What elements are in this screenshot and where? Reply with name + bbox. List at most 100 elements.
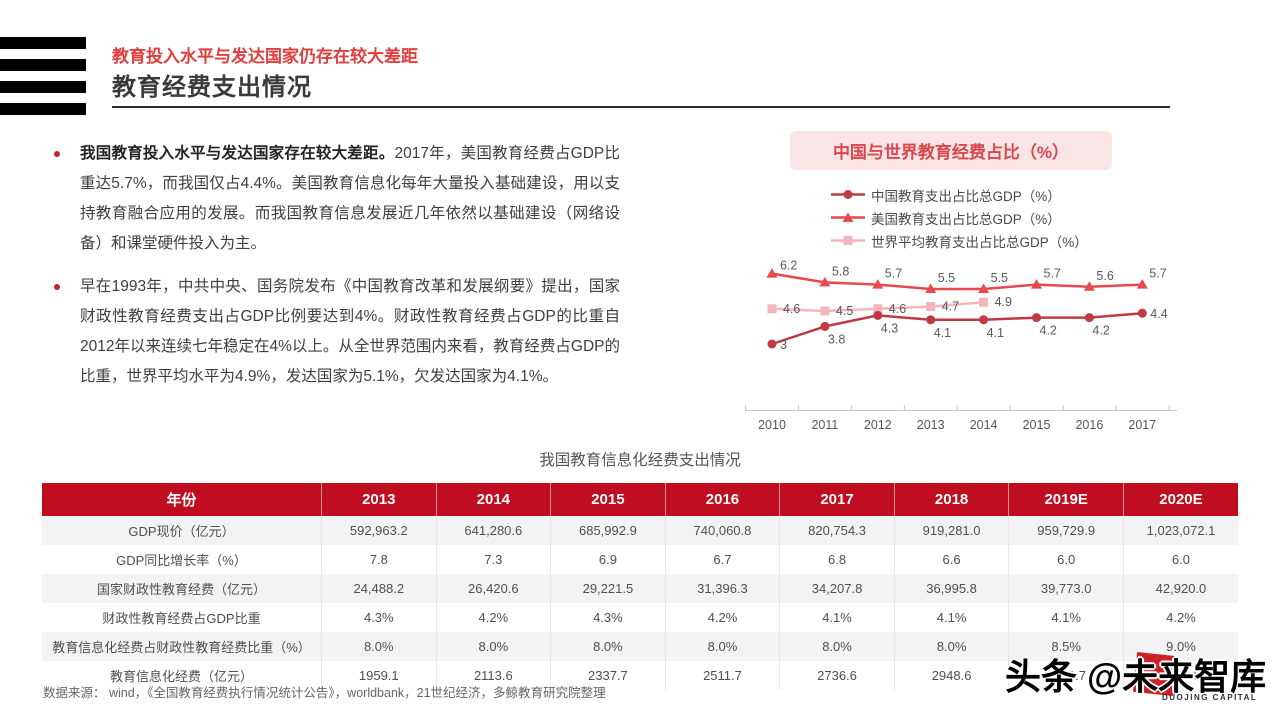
svg-text:4.3: 4.3 (881, 321, 898, 335)
table-cell: 1,023,072.1 (1146, 523, 1216, 538)
svg-text:4.2: 4.2 (1092, 324, 1109, 338)
table-cell: 919,281.0 (894, 516, 1010, 545)
svg-text:5.7: 5.7 (1149, 267, 1166, 281)
table-cell: 3380.7 (1008, 661, 1124, 690)
table-cell: 4.2% (1166, 610, 1196, 625)
table-cell: 4.3% (321, 603, 437, 632)
table-cell: 4.2% (665, 603, 781, 632)
bullet-item: 早在1993年，中共中央、国务院发布《中国教育改革和发展纲要》提出，国家财政性教… (44, 272, 620, 392)
svg-text:2010: 2010 (758, 418, 786, 432)
svg-text:5.7: 5.7 (1044, 267, 1061, 281)
bullet-text: 早在1993年，中共中央、国务院发布《中国教育改革和发展纲要》提出，国家财政性教… (80, 278, 620, 385)
row-label-cell: 财政性教育经费占GDP比重 (42, 603, 322, 632)
table-cell: 9.0% (1166, 639, 1196, 654)
svg-text:2014: 2014 (970, 418, 998, 432)
svg-text:3: 3 (780, 338, 787, 352)
table-row: GDP现价（亿元） 592,963.2 641,280.6 685,992.9 740,… (42, 516, 1238, 545)
watermark: 头条 @未来智库 DUOJING CAPITAL (1005, 648, 1280, 710)
page-title: 教育经费支出情况 (112, 74, 312, 101)
svg-text:3.8: 3.8 (828, 332, 845, 346)
bullet-list: 我国教育投入水平与发达国家存在较大差距。2017年，美国教育经费占GDP比重达5… (44, 139, 620, 405)
data-table: 年份 2013 2014 2015 2016 2017 2018 2019E 2020E GDP现… (42, 483, 1238, 690)
table-cell: 4.1% (894, 603, 1010, 632)
svg-text:2017: 2017 (1128, 418, 1156, 432)
svg-text:4.5: 4.5 (836, 304, 853, 318)
logo-bars (0, 37, 86, 125)
svg-text:2013: 2013 (917, 418, 945, 432)
table-cell: 39,773.0 (1008, 574, 1124, 603)
table-cell: 42,920.0 (1155, 581, 1207, 596)
svg-text:5.5: 5.5 (938, 271, 955, 285)
svg-text:4.2: 4.2 (1040, 324, 1057, 338)
svg-text:4.6: 4.6 (889, 302, 906, 316)
table-cell: 4.1% (1008, 603, 1124, 632)
table-cell: 8.0% (894, 632, 1010, 661)
svg-text:6.2: 6.2 (780, 259, 797, 273)
table-cell: 959,729.9 (1008, 516, 1124, 545)
table-header-cell: 年份 (42, 483, 322, 516)
table-cell: 36,995.8 (894, 574, 1010, 603)
logo-bar (0, 103, 86, 115)
bullet-item: 我国教育投入水平与发达国家存在较大差距。2017年，美国教育经费占GDP比重达5… (44, 139, 620, 259)
table-body: GDP现价（亿元） 592,963.2 641,280.6 685,992.9 740,… (42, 516, 1238, 690)
table-header-cell: 2014 (436, 483, 552, 516)
table-row: 国家财政性教育经费（亿元） 24,488.2 26,420.6 29,221.5 31,… (42, 574, 1238, 603)
bullet-text: 2017年，美国教育经费占GDP比重达5.7%，而我国仅占4.4%。美国教育信息… (80, 145, 620, 252)
table-cell: 6.6 (894, 545, 1010, 574)
table-cell: 6.0 (1008, 545, 1124, 574)
row-label-cell: GDP现价（亿元） (42, 516, 322, 545)
table-cell: 1959.1 (321, 661, 437, 690)
svg-text:4.6: 4.6 (783, 302, 800, 316)
legend-label: 世界平均教育支出占比总GDP（%） (871, 234, 1088, 250)
svg-text:5.6: 5.6 (1096, 269, 1113, 283)
table-header-cell: 2016 (665, 483, 781, 516)
table-cell: 8.0% (436, 632, 552, 661)
logo-bar (0, 59, 86, 71)
table-cell: 685,992.9 (550, 516, 666, 545)
table-cell: 24,488.2 (321, 574, 437, 603)
svg-text:4.1: 4.1 (934, 326, 951, 340)
table-cell: 2736.6 (779, 661, 895, 690)
table-header-cell: 2013 (321, 483, 437, 516)
table-cell: 6.0 (1171, 552, 1190, 567)
svg-text:5.5: 5.5 (991, 271, 1008, 285)
table-header-cell: 2015 (550, 483, 666, 516)
legend-row: 美国教育支出占比总GDP（%） (831, 206, 1088, 229)
table-header-cell: 2020E (1123, 483, 1238, 516)
table-row: 教育信息化经费（亿元） 1959.1 2113.6 2337.7 2511.7 2736.… (42, 661, 1238, 690)
table-header-cell: 2019E (1008, 483, 1124, 516)
legend-marker-icon (831, 212, 865, 222)
table-cell: 4.1% (779, 603, 895, 632)
svg-text:2016: 2016 (1075, 418, 1103, 432)
logo-bar (0, 81, 86, 93)
data-source-note: 数据来源： wind，《全国教育经费执行情况统计公告》，worldbank，21… (43, 686, 606, 700)
table-cell: 2337.7 (550, 661, 666, 690)
chart-panel: 中国与世界教育经费占比（%） 中国教育支出占比总GDP（%） 美国教育支出占比总G… (745, 131, 1185, 461)
table-head: 年份 2013 2014 2015 2016 2017 2018 2019E 2020E (42, 483, 1238, 516)
table-cell: 6.9 (550, 545, 666, 574)
table-row: 教育信息化经费占财政性教育经费比重（%） 8.0% 8.0% 8.0% 8.0% 8.0%… (42, 632, 1238, 661)
table-cell: 7.8 (321, 545, 437, 574)
table-cell: 8.5% (1008, 632, 1124, 661)
watermark-subtext: DUOJING CAPITAL (1162, 693, 1258, 702)
chart-title: 中国与世界教育经费占比（%） (790, 131, 1112, 170)
legend-label: 中国教育支出占比总GDP（%） (871, 188, 1061, 204)
legend-row: 世界平均教育支出占比总GDP（%） (831, 229, 1088, 252)
table-cell: 26,420.6 (436, 574, 552, 603)
line-chart: 2010 2011 2012 2013 2014 2015 2016 2017 4.6 4.5 4.… (745, 259, 1177, 432)
title-underline (112, 106, 1170, 108)
svg-text:5.7: 5.7 (885, 267, 902, 281)
table-cell: 4.3% (550, 603, 666, 632)
table-cell: 820,754.3 (779, 516, 895, 545)
table-cell: 2113.6 (436, 661, 552, 690)
table-header-cell: 2017 (779, 483, 895, 516)
table-cell: 6.8 (779, 545, 895, 574)
table-header-cell: 2018 (894, 483, 1010, 516)
table-cell: 31,396.3 (665, 574, 781, 603)
svg-text:4.9: 4.9 (995, 295, 1012, 309)
table-row: GDP同比增长率（%） 7.8 7.3 6.9 6.7 6.8 6.6 6.0 6.0 (42, 545, 1238, 574)
legend-row: 中国教育支出占比总GDP（%） (831, 183, 1088, 206)
chart-legend: 中国教育支出占比总GDP（%） 美国教育支出占比总GDP（%） 世界平均教育支出占比… (831, 183, 1088, 252)
row-label-cell: 教育信息化经费占财政性教育经费比重（%） (42, 632, 322, 661)
